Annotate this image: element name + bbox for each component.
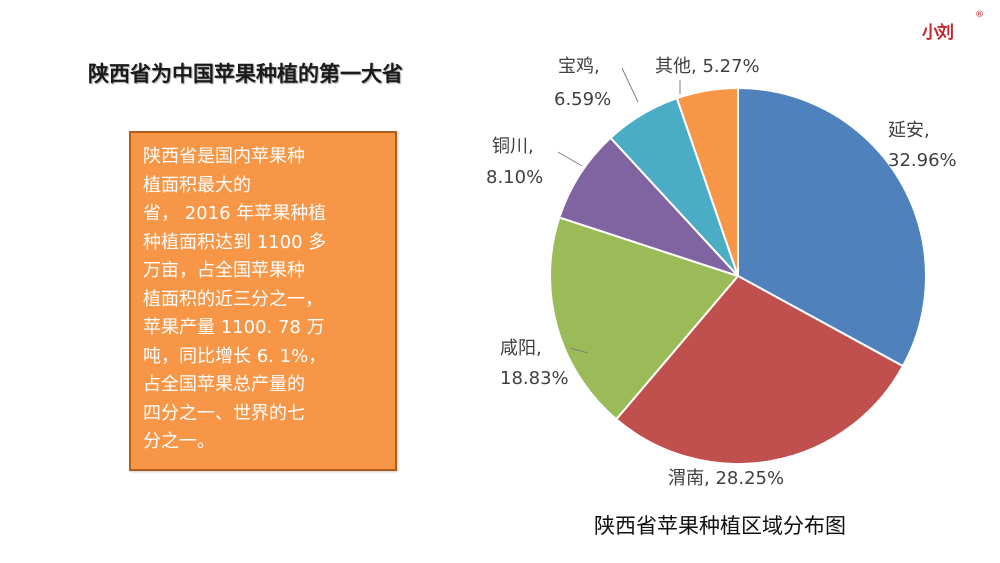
slice-labels: 延安, 32.96% 渭南, 28.25% 咸阳, 18.83% 铜川, 8.10% 宝鸡, 6… — [486, 56, 957, 489]
slice-value-宝鸡: 6.59% — [554, 89, 611, 110]
leader-line-宝鸡 — [621, 67, 639, 103]
slice-value-咸阳: 18.83% — [500, 368, 569, 389]
label-leader-lines — [557, 67, 681, 354]
slice-label-铜川: 铜川, — [492, 136, 534, 157]
leader-line-铜川 — [557, 151, 583, 167]
pie-slice-铜川 — [558, 136, 742, 279]
info-text-box: 陕西省是国内苹果种 植面积最大的 省， 2016 年苹果种植 种植面积达到 11… — [129, 131, 397, 471]
brand-logo: ® 小刘 — [918, 10, 984, 44]
slice-label-宝鸡: 宝鸡, — [558, 56, 600, 77]
logo-text: 小刘 — [922, 23, 954, 43]
pie-slices — [549, 86, 927, 465]
slice-label-其他: 其他, 5.27% — [655, 56, 760, 77]
slice-label-渭南: 渭南, 28.25% — [668, 468, 784, 489]
pie-slice-其他 — [675, 86, 739, 277]
pie-chart: 延安, 32.96% 渭南, 28.25% 咸阳, 18.83% 铜川, 8.10% 宝鸡, 6… — [486, 56, 957, 489]
slide-title: 陕西省为中国苹果种植的第一大省 — [88, 62, 403, 86]
pie-slice-渭南 — [614, 274, 905, 465]
pie-slice-咸阳 — [549, 216, 740, 421]
slice-value-延安: 32.96% — [888, 150, 957, 171]
registered-mark: ® — [975, 10, 984, 20]
pie-slice-延安 — [737, 86, 927, 368]
slice-value-铜川: 8.10% — [486, 167, 543, 188]
chart-caption: 陕西省苹果种植区域分布图 — [594, 514, 846, 538]
slice-label-咸阳: 咸阳, — [500, 338, 542, 359]
leader-line-咸阳 — [569, 347, 589, 354]
slice-label-延安: 延安, — [888, 120, 930, 141]
